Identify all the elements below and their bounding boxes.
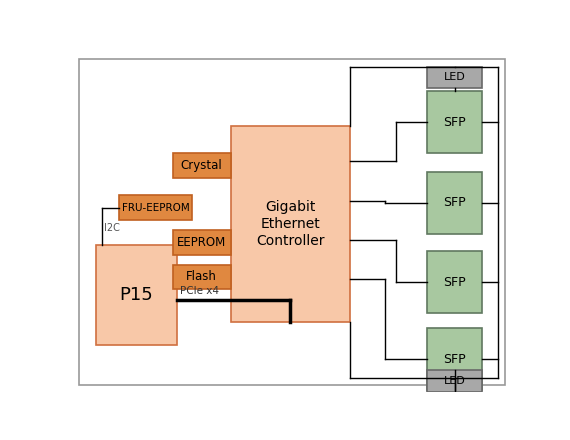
Bar	[173, 153, 230, 177]
Text: SFP: SFP	[443, 276, 466, 289]
Text: LED: LED	[443, 73, 466, 82]
Bar	[427, 251, 482, 313]
Text: Gigabit
Ethernet
Controller: Gigabit Ethernet Controller	[256, 200, 324, 249]
Text: FRU-EEPROM: FRU-EEPROM	[121, 202, 189, 213]
Bar	[427, 172, 482, 234]
Bar	[96, 246, 177, 345]
Bar	[427, 328, 482, 390]
Text: EEPROM: EEPROM	[177, 236, 226, 249]
Text: I2C: I2C	[104, 223, 120, 233]
Text: PCIe x4: PCIe x4	[181, 286, 219, 296]
Text: LED: LED	[443, 376, 466, 386]
Text: SFP: SFP	[443, 353, 466, 366]
Bar	[427, 91, 482, 153]
Bar	[173, 264, 230, 289]
Text: P15: P15	[119, 286, 153, 304]
Text: SFP: SFP	[443, 116, 466, 128]
Text: Crystal: Crystal	[181, 159, 222, 172]
Bar	[427, 66, 482, 88]
Bar	[427, 370, 482, 392]
Bar	[230, 126, 350, 322]
Text: SFP: SFP	[443, 196, 466, 209]
Bar	[119, 195, 192, 220]
Text: Flash: Flash	[186, 270, 217, 283]
Bar	[173, 230, 230, 254]
